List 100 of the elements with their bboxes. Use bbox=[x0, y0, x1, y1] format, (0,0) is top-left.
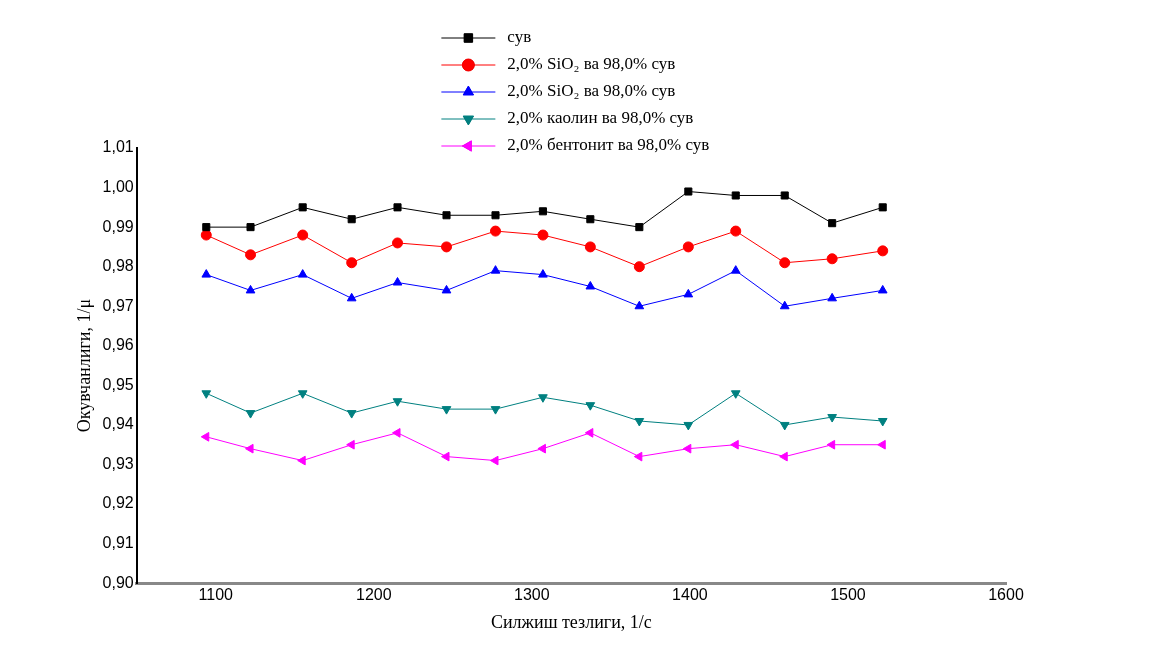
point bbox=[780, 191, 789, 200]
point bbox=[585, 280, 596, 290]
point bbox=[731, 191, 740, 200]
point bbox=[877, 284, 888, 294]
point bbox=[246, 223, 255, 232]
point bbox=[730, 390, 741, 399]
point bbox=[442, 211, 451, 220]
y-tick-label: 0,91 bbox=[102, 534, 134, 552]
point bbox=[346, 439, 355, 450]
legend-label: 2,0% SiO₂ ва 98,0% сув bbox=[507, 81, 676, 101]
point bbox=[201, 269, 212, 278]
point bbox=[392, 237, 404, 249]
point bbox=[297, 229, 309, 241]
x-tick-label: 1500 bbox=[830, 586, 866, 604]
y-axis-title: Окувчанлиги, 1/μ bbox=[73, 298, 94, 433]
point bbox=[878, 203, 887, 212]
point bbox=[537, 229, 549, 241]
x-tick-label: 1600 bbox=[988, 586, 1024, 604]
x-tick-label: 1400 bbox=[672, 586, 708, 604]
point bbox=[634, 417, 645, 427]
point bbox=[297, 390, 308, 399]
point bbox=[490, 406, 501, 415]
point bbox=[245, 284, 256, 294]
point bbox=[297, 455, 306, 466]
point bbox=[538, 207, 547, 216]
point bbox=[538, 269, 548, 278]
point bbox=[346, 292, 357, 302]
point bbox=[441, 406, 452, 415]
point bbox=[683, 421, 694, 431]
point bbox=[826, 253, 838, 265]
point bbox=[537, 443, 546, 454]
x-tick-label: 1100 bbox=[198, 586, 234, 604]
point bbox=[779, 421, 790, 431]
point bbox=[490, 455, 499, 466]
point bbox=[491, 211, 500, 220]
point bbox=[200, 431, 210, 442]
point bbox=[346, 410, 357, 419]
point bbox=[877, 245, 889, 257]
point bbox=[684, 187, 693, 196]
point bbox=[585, 402, 596, 411]
y-tick-label: 0,96 bbox=[102, 336, 134, 354]
y-tick-label: 0,97 bbox=[102, 296, 134, 314]
point bbox=[202, 223, 211, 232]
point bbox=[346, 257, 358, 269]
point bbox=[779, 257, 791, 269]
point bbox=[586, 215, 595, 224]
point bbox=[584, 428, 594, 438]
point bbox=[827, 292, 837, 302]
legend-label: 2,0% бентонит ва 98,0% сув bbox=[507, 135, 710, 155]
x-tick-label: 1300 bbox=[514, 586, 550, 604]
point bbox=[730, 225, 742, 237]
point bbox=[441, 451, 450, 462]
point bbox=[201, 390, 212, 399]
point bbox=[634, 300, 645, 310]
point bbox=[441, 241, 453, 253]
y-tick-label: 0,95 bbox=[102, 375, 134, 393]
point bbox=[392, 277, 403, 286]
point bbox=[490, 265, 501, 274]
point bbox=[245, 249, 257, 261]
point bbox=[298, 203, 307, 212]
legend-label: 2,0% SiO₂ ва 98,0% сув bbox=[507, 54, 676, 74]
point bbox=[730, 439, 739, 450]
point bbox=[200, 229, 212, 241]
point bbox=[779, 451, 788, 462]
point bbox=[393, 203, 402, 212]
point bbox=[779, 300, 790, 310]
point bbox=[827, 414, 837, 423]
point bbox=[633, 451, 643, 462]
point bbox=[635, 223, 644, 232]
point bbox=[828, 219, 837, 228]
point bbox=[682, 443, 692, 454]
point bbox=[245, 410, 256, 419]
point bbox=[633, 261, 645, 273]
point bbox=[584, 241, 596, 253]
y-tick-label: 0,93 bbox=[102, 454, 134, 472]
point bbox=[730, 265, 741, 274]
point bbox=[392, 428, 401, 438]
point bbox=[441, 284, 452, 294]
point bbox=[392, 398, 403, 407]
point bbox=[877, 439, 886, 450]
point bbox=[490, 225, 502, 237]
x-axis-title: Силжиш тезлиги, 1/с bbox=[490, 611, 652, 632]
legend-label: сув bbox=[507, 27, 532, 47]
point bbox=[877, 417, 888, 427]
y-tick-label: 0,94 bbox=[102, 415, 134, 433]
point bbox=[826, 439, 836, 450]
y-tick-label: 0,90 bbox=[102, 573, 134, 591]
point bbox=[347, 215, 356, 224]
legend-label: 2,0% каолин ва 98,0% сув bbox=[507, 108, 694, 128]
y-tick-label: 1,01 bbox=[102, 138, 134, 156]
point bbox=[297, 269, 308, 278]
x-tick-label: 1200 bbox=[356, 586, 392, 604]
y-tick-label: 0,98 bbox=[102, 257, 134, 275]
point bbox=[682, 241, 694, 253]
point bbox=[245, 443, 254, 454]
y-tick-label: 1,00 bbox=[102, 177, 134, 195]
point bbox=[683, 288, 694, 298]
y-tick-label: 0,92 bbox=[102, 494, 134, 512]
point bbox=[538, 394, 548, 403]
y-tick-label: 0,99 bbox=[102, 217, 134, 235]
